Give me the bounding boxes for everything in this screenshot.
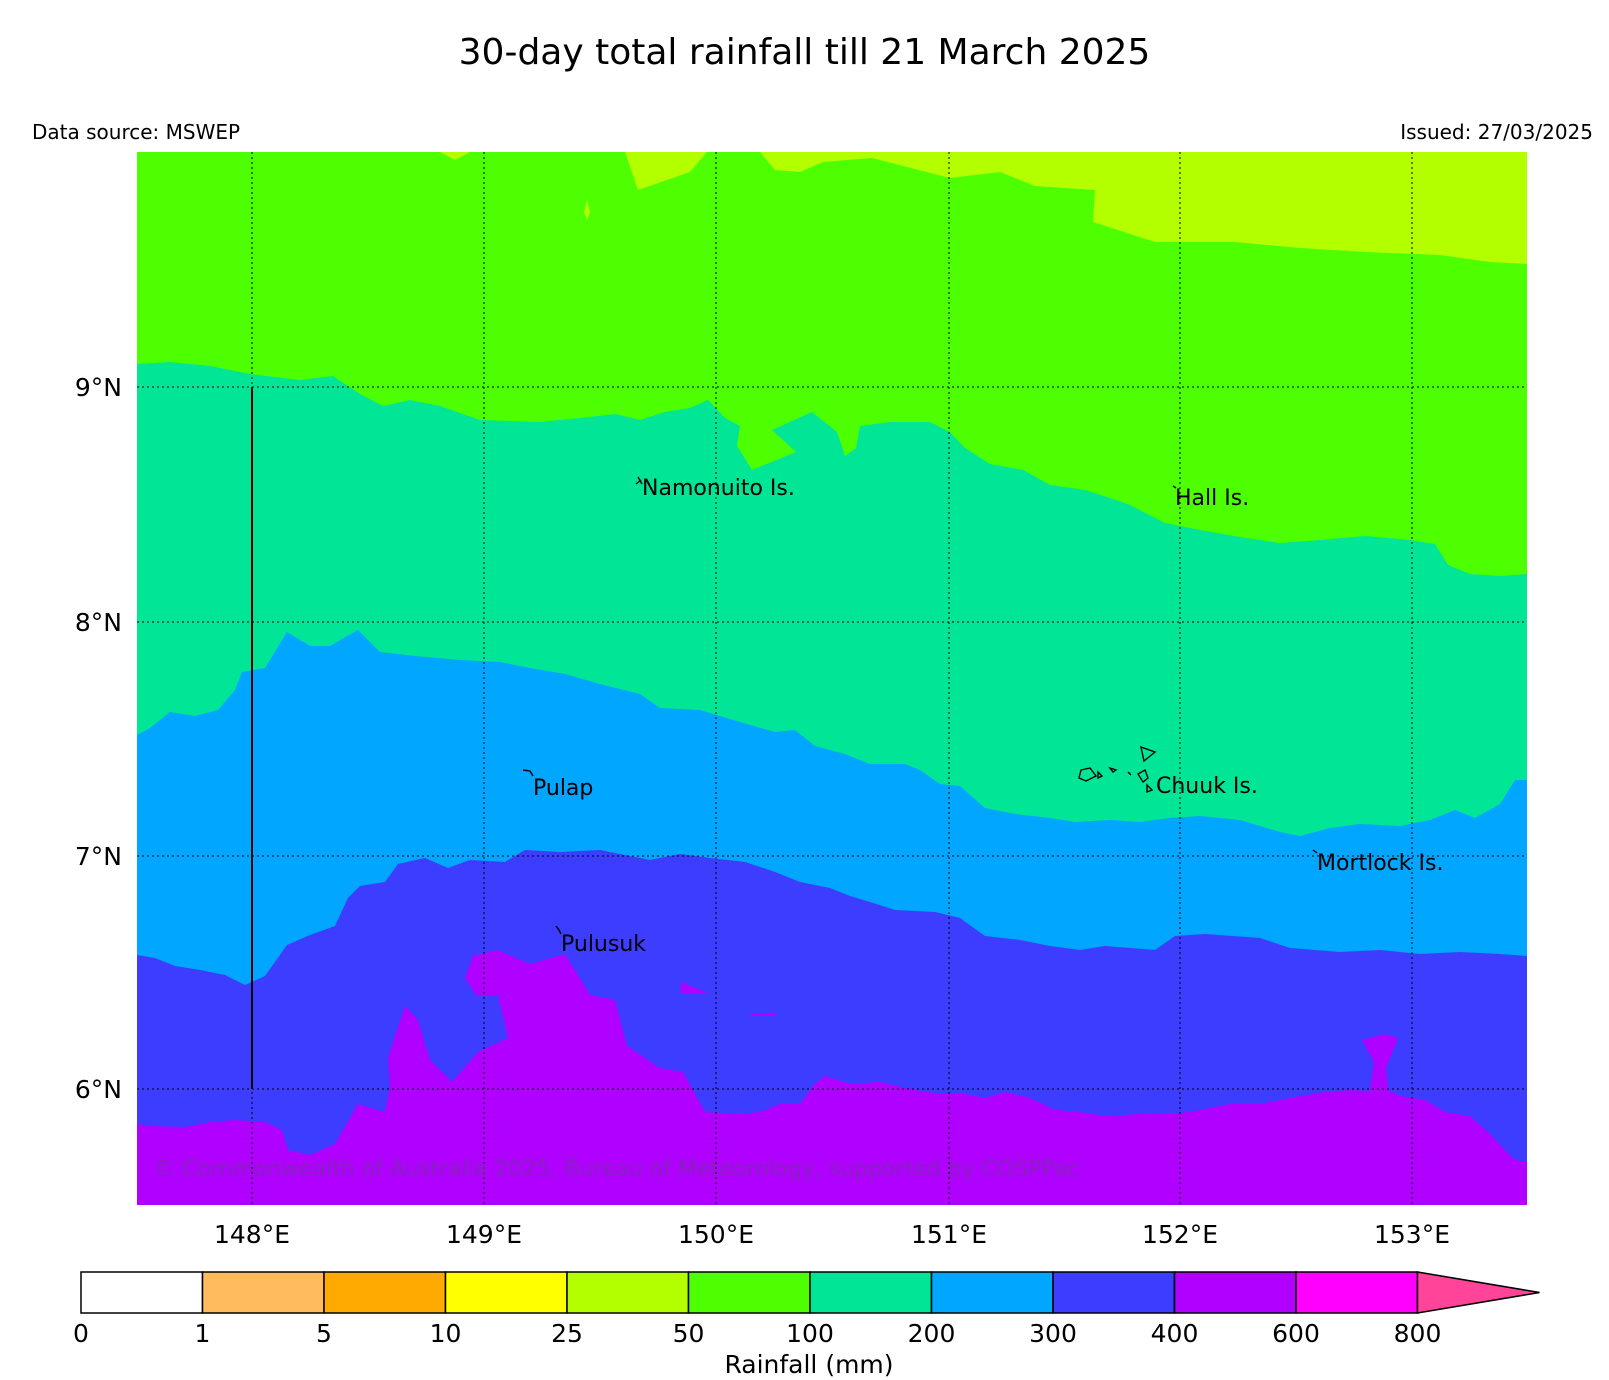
colorbar-swatch <box>323 1271 447 1314</box>
chuuk-island-shape-a <box>1140 745 1157 763</box>
colorbar-swatch <box>930 1271 1054 1314</box>
latitude-axis: 9°N 8°N 7°N 6°N <box>75 373 122 1104</box>
colorbar-tick-label: 600 <box>1272 1319 1320 1348</box>
lon-tick-152: 152°E <box>1142 1220 1218 1249</box>
lon-tick-150: 150°E <box>678 1220 754 1249</box>
mortlock-island-shape <box>1312 849 1318 854</box>
band-400-600-spot-b <box>750 1014 776 1016</box>
colorbar-tick-label: 10 <box>430 1319 462 1348</box>
colorbar-tick-label: 1 <box>195 1319 211 1348</box>
colorbar-swatch <box>809 1271 933 1314</box>
rainfall-colorbar <box>80 1271 1540 1314</box>
lon-tick-149: 149°E <box>446 1220 522 1249</box>
colorbar-swatch <box>1295 1271 1419 1314</box>
chuuk-island-shape-b <box>1078 767 1098 782</box>
colorbar-tick-label: 300 <box>1029 1319 1077 1348</box>
colorbar-swatch <box>201 1271 325 1314</box>
lat-tick-6n: 6°N <box>75 1075 122 1104</box>
lat-tick-9n: 9°N <box>75 373 122 402</box>
colorbar-swatch <box>80 1271 204 1314</box>
colorbar-swatch <box>566 1271 690 1314</box>
copyright-notice: © Commonwealth of Australia 2025, Bureau… <box>153 1157 1079 1182</box>
colorbar-swatch <box>687 1271 811 1314</box>
hall-island-shape <box>1172 485 1177 489</box>
place-label-mortlock: Mortlock Is. <box>1317 851 1443 876</box>
place-label-chuuk: Chuuk Is. <box>1156 774 1258 799</box>
lon-tick-148: 148°E <box>214 1220 290 1249</box>
place-label-pulap: Pulap <box>533 776 593 801</box>
colorbar-tick-label: 0 <box>73 1319 89 1348</box>
colorbar-tick-label: 400 <box>1151 1319 1199 1348</box>
chuuk-island-shape-c <box>1108 766 1118 773</box>
chuuk-island-shape-e <box>1146 783 1154 794</box>
band-400-600 <box>137 950 1527 1205</box>
lon-tick-151: 151°E <box>911 1220 987 1249</box>
namonuito-island-shape <box>635 476 643 485</box>
issued-date-label: Issued: 27/03/2025 <box>1400 120 1593 144</box>
colorbar-tick-label: 100 <box>786 1319 834 1348</box>
colorbar-title: Rainfall (mm) <box>724 1350 893 1379</box>
lat-tick-8n: 8°N <box>75 608 122 637</box>
colorbar-swatch <box>444 1271 568 1314</box>
pulap-island-shape <box>522 769 534 777</box>
colorbar-swatch <box>1173 1271 1297 1314</box>
place-label-pulusuk: Pulusuk <box>561 932 646 957</box>
chuuk-island-shape-g <box>1127 771 1132 776</box>
place-label-hall: Hall Is. <box>1175 486 1249 511</box>
band-50-100-spot <box>584 200 590 220</box>
place-label-namonuito: Namonuito Is. <box>642 476 795 501</box>
lat-tick-7n: 7°N <box>75 842 122 871</box>
chuuk-island-shape-f <box>1097 770 1104 780</box>
band-400-600-spot-a <box>681 982 708 993</box>
colorbar-tick-label: 200 <box>908 1319 956 1348</box>
pulusuk-island-shape <box>555 925 562 935</box>
colorbar-tick-label: 25 <box>551 1319 583 1348</box>
colorbar-tick-label: 50 <box>673 1319 705 1348</box>
rainfall-contours: Namonuito Is. Hall Is. Pulap Chuuk Is. M… <box>137 152 1527 1205</box>
chuuk-island-shape-d <box>1137 768 1149 784</box>
map-title: 30-day total rainfall till 21 March 2025 <box>458 32 1151 73</box>
data-source-label: Data source: MSWEP <box>32 120 241 144</box>
island-outlines <box>522 476 1318 935</box>
rainfall-colorbar-labels: 0 1 5 10 25 50 100 200 300 400 600 800 <box>73 1319 1441 1348</box>
longitude-axis: 148°E 149°E 150°E 151°E 152°E 153°E <box>214 1220 1450 1249</box>
colorbar-swatch <box>1052 1271 1176 1314</box>
colorbar-tick-label: 5 <box>316 1319 332 1348</box>
colorbar-tick-label: 800 <box>1394 1319 1442 1348</box>
lon-tick-153: 153°E <box>1374 1220 1450 1249</box>
colorbar-extend-arrow <box>1416 1271 1540 1314</box>
